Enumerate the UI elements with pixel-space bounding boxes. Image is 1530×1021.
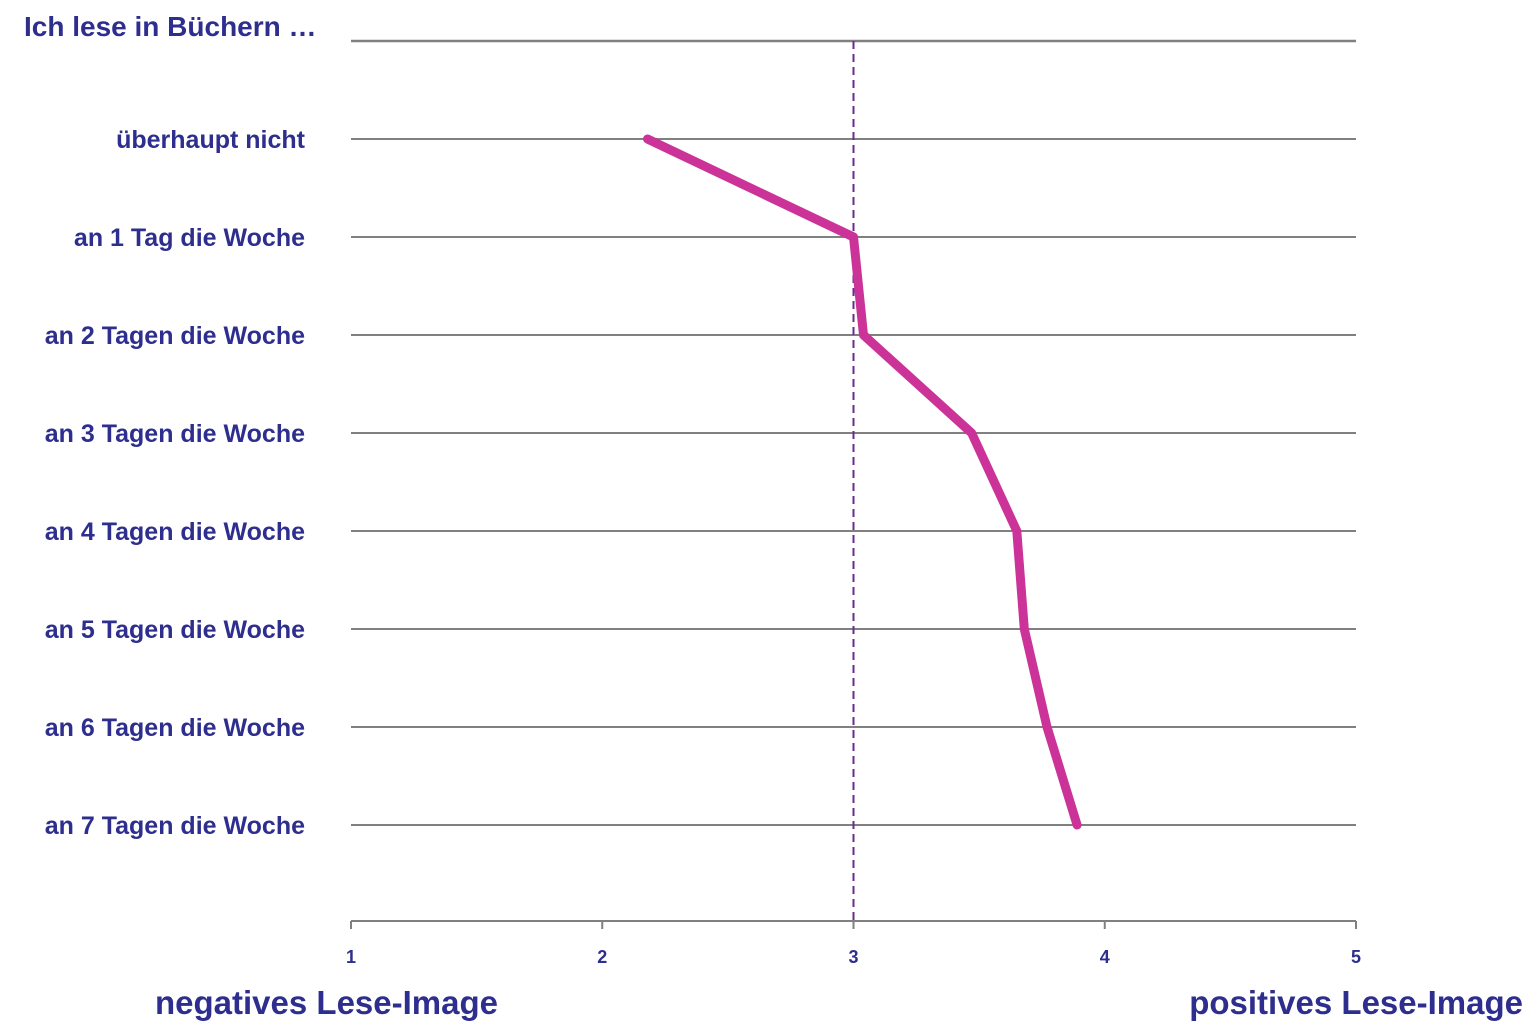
x-axis [350,920,1357,929]
series-line [643,134,1082,830]
chart-title: Ich lese in Büchern … [24,11,317,42]
category-labels: überhaupt nicht an 1 Tag die Woche an 2 Ta… [45,126,306,840]
category-label: an 2 Tagen die Woche [45,322,305,350]
category-label: an 6 Tagen die Woche [45,714,305,742]
tick-labels: 1 2 3 4 5 [346,947,1361,967]
category-label: überhaupt nicht [116,126,306,154]
category-label: an 1 Tag die Woche [74,224,305,252]
x-tick-label: 4 [1100,947,1110,967]
x-tick-label: 3 [848,947,858,967]
x-tick-label: 2 [597,947,607,967]
left-axis-label: negatives Lese-Image [155,984,498,1021]
category-label: an 7 Tagen die Woche [45,812,305,840]
category-label: an 4 Tagen die Woche [45,518,305,546]
x-tick-label: 1 [346,947,356,967]
x-tick-label: 5 [1351,947,1361,967]
category-label: an 3 Tagen die Woche [45,420,305,448]
right-axis-label: positives Lese-Image [1189,984,1523,1021]
category-label: an 5 Tagen die Woche [45,616,305,644]
